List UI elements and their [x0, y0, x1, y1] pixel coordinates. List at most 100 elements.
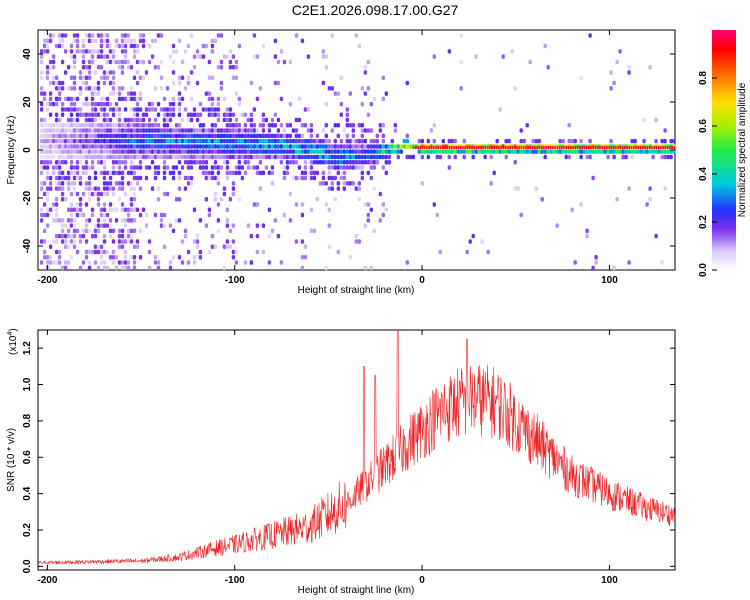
spectrogram-cell	[72, 181, 77, 186]
spectrogram-cell	[93, 49, 98, 54]
spectrogram-cell	[222, 154, 227, 160]
spectrogram-cell	[246, 165, 251, 170]
spectrogram-cell	[627, 70, 631, 75]
spectrogram-cell	[54, 212, 59, 218]
spectrogram-cell	[588, 33, 592, 38]
spectrogram-cell	[117, 260, 122, 265]
spectrogram-cell	[123, 265, 128, 271]
spectrogram-cell	[180, 149, 185, 154]
spectrogram-cell	[87, 154, 92, 160]
spectrogram-cell	[417, 149, 421, 154]
spectrogram-cell	[111, 75, 116, 80]
spectrogram-cell	[45, 101, 50, 107]
spectrogram-cell	[42, 38, 47, 44]
spectrogram-cell	[529, 146, 532, 150]
spectrogram-cell	[312, 228, 317, 234]
spectrogram-cell	[303, 160, 308, 165]
spectrogram-cell	[60, 112, 65, 117]
spectrogram-cell	[84, 165, 89, 170]
spectrogram-cell	[626, 146, 628, 150]
spectrogram-cell	[294, 117, 299, 123]
spectrogram-cell	[426, 138, 430, 144]
spectrogram-cell	[210, 107, 215, 112]
spectrogram-cell	[228, 117, 233, 123]
spectrogram-cell	[475, 146, 478, 150]
spectrogram-cell	[168, 223, 173, 228]
spectrogram-cell	[99, 260, 104, 265]
spectrogram-cell	[69, 154, 74, 160]
spectrogram-cell	[189, 160, 194, 165]
spectrogram-cell	[360, 133, 364, 139]
spectrogram-cell	[297, 96, 302, 102]
spectrogram-cell	[117, 65, 122, 70]
spectrogram-cell	[42, 255, 47, 260]
spectrogram-cell	[258, 123, 263, 128]
spectrogram-cell	[42, 91, 47, 96]
spectrogram-cell	[237, 96, 242, 102]
spectrogram-cell	[345, 154, 349, 160]
spectrogram-cell	[644, 146, 646, 150]
spectrogram-cell	[486, 146, 489, 150]
spectrogram-cell	[333, 154, 337, 160]
spectrogram-cell	[153, 38, 158, 44]
colorbar-ticks: 0.00.20.40.60.8	[698, 71, 717, 277]
spectrogram-cell	[138, 59, 143, 65]
spectrogram-cell	[126, 91, 131, 96]
spectrogram-cell	[60, 160, 65, 165]
spectrogram-cell	[165, 107, 170, 112]
spectrogram-cell	[471, 146, 473, 150]
spectrogram-cell	[108, 154, 113, 160]
spectrogram-cell	[615, 146, 617, 150]
spectrogram-cell	[207, 154, 212, 160]
spectrogram-cell	[135, 138, 140, 144]
spectrogram-cell	[102, 112, 107, 117]
spectrogram-cell	[282, 212, 287, 218]
spectrogram-cell	[138, 255, 143, 260]
spectrogram-cell	[457, 146, 460, 150]
spectrogram-cell	[222, 149, 227, 154]
spectrogram-cell	[123, 138, 128, 144]
spectrogram-cell	[306, 154, 311, 160]
spectrogram-cell	[216, 101, 221, 107]
spectrogram-cell	[54, 249, 59, 255]
spectrogram-cell	[369, 207, 373, 212]
spectrogram-cell	[366, 128, 370, 133]
spectrogram-cell	[318, 144, 323, 149]
spectrogram-cell	[234, 154, 239, 160]
spectrogram-cell	[51, 80, 56, 86]
spectrogram-cell	[54, 260, 59, 265]
spectrogram-cell	[120, 175, 125, 181]
spectrogram-cell	[48, 186, 53, 191]
spectrogram-cell	[48, 133, 53, 139]
spectrogram-cell	[567, 154, 571, 160]
spectrogram-cell	[147, 138, 152, 144]
spectrogram-cell	[162, 223, 167, 228]
spectrogram-cell	[549, 146, 552, 150]
spectrogram-cell	[321, 160, 326, 165]
spectrogram-cell	[453, 138, 457, 144]
spectrogram-cell	[111, 207, 116, 212]
spectrogram-cell	[339, 160, 343, 165]
spectrogram-cell	[282, 59, 287, 65]
spectrogram-cell	[225, 112, 230, 117]
spectrogram-cell	[150, 144, 155, 149]
spectrogram-cell	[72, 170, 77, 176]
spectrogram-cell	[165, 138, 170, 144]
spectrogram-cell	[63, 197, 68, 202]
spectrogram-cell	[93, 233, 98, 239]
spectrogram-cell	[267, 128, 272, 133]
spectrogram-cell	[75, 160, 80, 165]
spectrogram-cell	[660, 154, 664, 160]
spectrogram-cell	[192, 107, 197, 112]
spectrogram-cell	[189, 175, 194, 181]
spectrogram-cell	[222, 117, 227, 123]
spectrogram-cell	[513, 149, 517, 154]
spectrogram-cell	[162, 107, 167, 112]
spectrogram-cell	[671, 146, 673, 150]
spectrogram-cell	[39, 207, 44, 212]
spectrogram-cell	[93, 149, 98, 154]
spectrogram-cell	[123, 249, 128, 255]
spectrogram-cell	[69, 165, 74, 170]
spectrogram-cell	[210, 123, 215, 128]
spectrogram-cell	[156, 112, 161, 117]
